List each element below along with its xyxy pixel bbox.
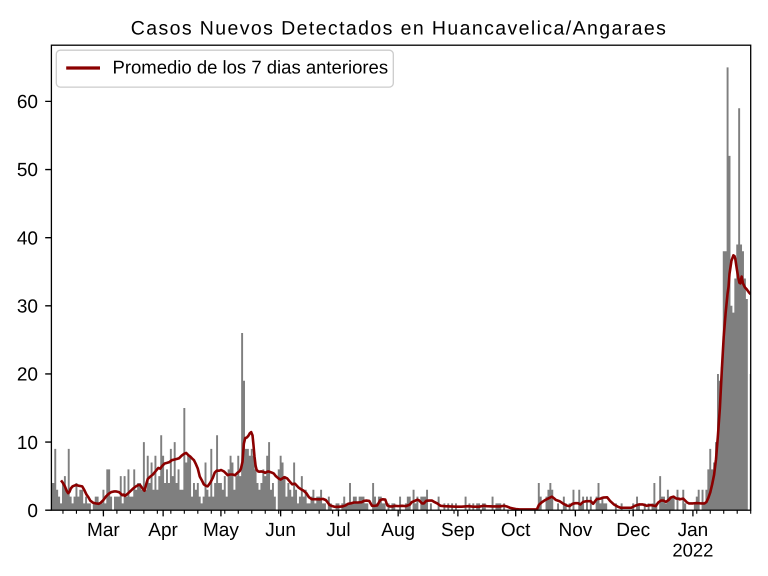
svg-text:May: May — [203, 520, 239, 541]
svg-text:Aug: Aug — [381, 520, 415, 541]
svg-text:Casos Nuevos Detectados en Hua: Casos Nuevos Detectados en Huancavelica/… — [131, 18, 668, 40]
svg-text:2022: 2022 — [672, 539, 713, 560]
svg-text:Apr: Apr — [148, 520, 178, 541]
svg-text:Jan: Jan — [678, 520, 709, 541]
svg-text:Jul: Jul — [326, 520, 350, 541]
svg-text:30: 30 — [17, 297, 38, 318]
svg-text:Sep: Sep — [441, 520, 475, 541]
svg-text:Oct: Oct — [501, 520, 531, 541]
svg-text:20: 20 — [17, 365, 38, 386]
svg-text:Nov: Nov — [559, 520, 593, 541]
svg-text:Promedio de los 7 dias anterio: Promedio de los 7 dias anteriores — [113, 57, 389, 78]
svg-text:40: 40 — [17, 228, 38, 249]
svg-text:Mar: Mar — [87, 520, 120, 541]
svg-text:Jun: Jun — [265, 520, 296, 541]
svg-text:10: 10 — [17, 433, 38, 454]
svg-text:50: 50 — [17, 160, 38, 181]
svg-text:60: 60 — [17, 92, 38, 113]
svg-text:Dec: Dec — [616, 520, 650, 541]
svg-text:0: 0 — [27, 501, 38, 522]
